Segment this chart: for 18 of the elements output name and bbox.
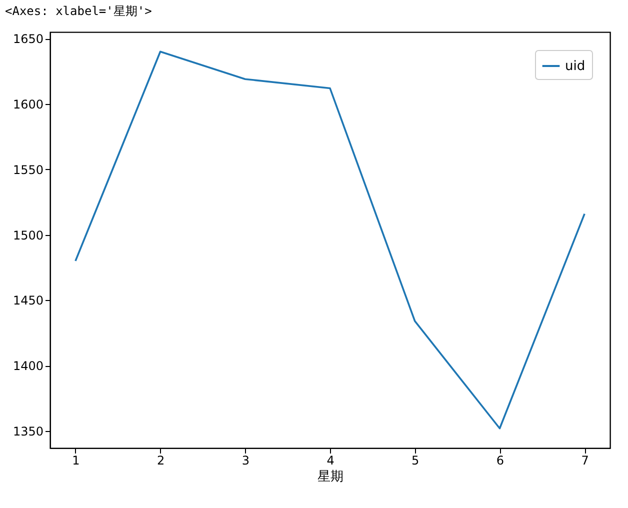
- x-tick-label: 1: [72, 454, 80, 468]
- y-tick-label: 1650: [12, 32, 44, 46]
- y-tick-label: 1600: [12, 97, 44, 112]
- x-tick-label: 2: [156, 454, 165, 468]
- x-tick-label: 4: [326, 454, 334, 468]
- x-tick-label: 7: [581, 454, 589, 468]
- y-tick-label: 1450: [12, 294, 44, 308]
- x-axis-title: 星期: [318, 470, 344, 484]
- text: <Axes: xlabel='星期'>: [5, 4, 152, 18]
- legend-label: uid: [565, 59, 586, 74]
- y-tick-label: 1500: [12, 228, 44, 242]
- y-tick-label: 1400: [12, 359, 44, 374]
- y-tick-label: 1350: [12, 424, 44, 438]
- x-tick-label: 5: [412, 454, 420, 468]
- x-tick-label: 3: [242, 454, 250, 468]
- x-tick-label: 6: [496, 454, 504, 468]
- line-series: [74, 50, 586, 430]
- y-tick-label: 1550: [12, 162, 44, 177]
